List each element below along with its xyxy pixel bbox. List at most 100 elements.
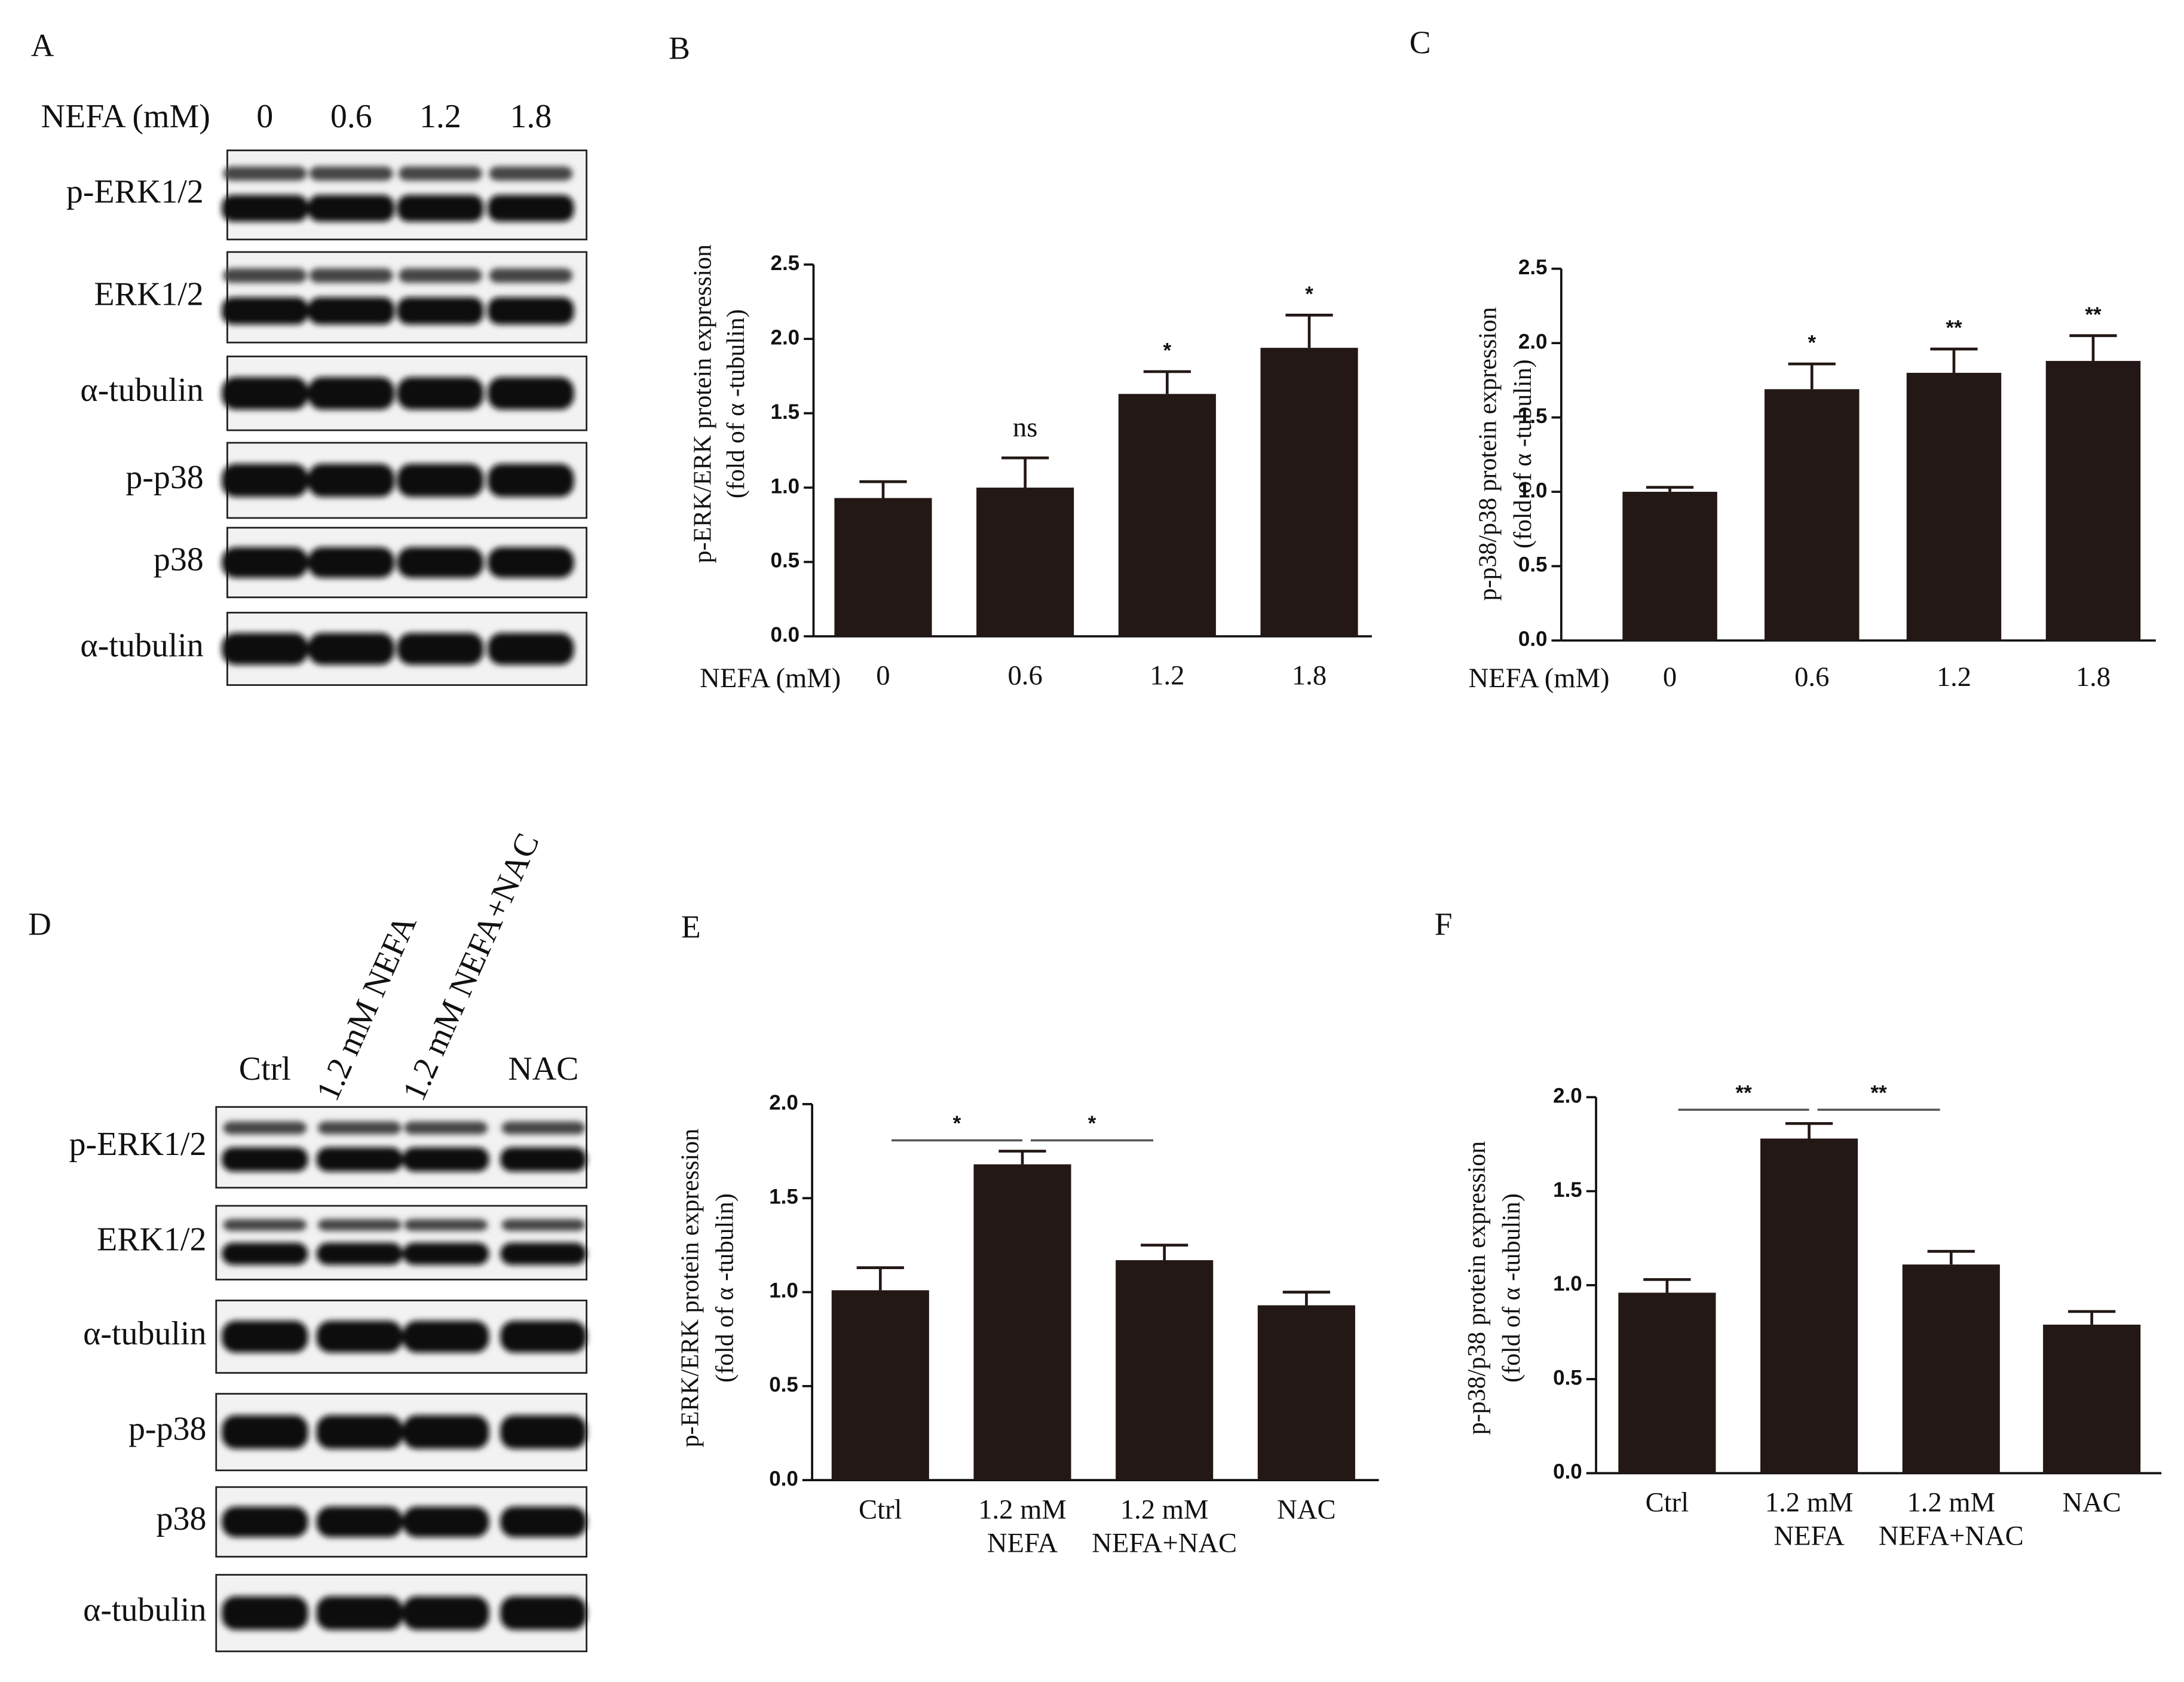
significance-label: * <box>1808 332 1816 355</box>
bar <box>831 1290 929 1481</box>
band <box>308 464 395 497</box>
blot-row-label: ERK1/2 <box>97 1221 206 1258</box>
band <box>308 195 395 222</box>
y-tick-label: 1.5 <box>1518 405 1548 428</box>
x-tick-label: 0.6 <box>1794 661 1829 693</box>
band <box>488 195 574 222</box>
bar <box>1765 389 1860 641</box>
blot-row-label: α-tubulin <box>80 627 203 664</box>
band <box>488 297 574 324</box>
band <box>223 268 307 283</box>
band <box>222 464 308 497</box>
y-axis-label: p-p38/p38 protein expression <box>1463 1141 1491 1435</box>
x-tick-label: NAC <box>2062 1487 2121 1518</box>
blot-bands <box>222 1596 587 1630</box>
comparison-label: ** <box>1735 1081 1752 1105</box>
blot-row-label: p-ERK1/2 <box>69 1126 207 1163</box>
y-tick-label: 2.5 <box>1518 256 1548 279</box>
band <box>399 166 482 181</box>
band <box>404 1121 488 1135</box>
band <box>488 547 574 578</box>
band <box>222 297 308 324</box>
blot-bands <box>222 464 574 497</box>
blot-bands <box>222 1506 587 1537</box>
band <box>501 1121 586 1135</box>
band <box>403 1147 489 1172</box>
blot-row-label: p-p38 <box>128 1411 206 1448</box>
bar <box>973 1164 1071 1481</box>
y-tick-label: 2.0 <box>1553 1084 1582 1108</box>
band <box>488 464 574 497</box>
band <box>222 377 308 410</box>
comparison-label: * <box>1088 1112 1096 1135</box>
band <box>403 1506 489 1537</box>
y-tick-label: 0.0 <box>771 623 800 647</box>
y-tick-label: 0.5 <box>1553 1366 1582 1389</box>
y-tick-label: 1.5 <box>771 400 800 424</box>
band <box>222 1415 308 1449</box>
band <box>403 1242 489 1265</box>
bar <box>1906 372 2002 641</box>
band <box>500 1596 587 1630</box>
blot-row-label: p-p38 <box>125 459 203 496</box>
band <box>222 1596 308 1630</box>
blot-bands <box>222 547 574 578</box>
band <box>316 1242 403 1265</box>
y-axis-label: (fold of α -tubulin) <box>712 1193 739 1383</box>
bar <box>1116 1260 1214 1481</box>
band <box>500 1242 587 1265</box>
x-tick-label: Ctrl <box>1646 1487 1689 1518</box>
x-tick-label: NEFA <box>1773 1521 1845 1552</box>
x-tick-label: 1.8 <box>1292 660 1327 691</box>
band <box>488 633 574 665</box>
bar <box>1118 394 1216 636</box>
x-tick-label: NEFA+NAC <box>1092 1527 1237 1558</box>
x-axis-label: NEFA (mM) <box>700 663 841 694</box>
blot-bands <box>222 1321 587 1353</box>
significance-label: * <box>1305 283 1313 306</box>
x-tick-label: NEFA <box>987 1527 1058 1558</box>
x-tick-label: 0 <box>1663 661 1677 693</box>
blot-bands <box>222 1121 587 1172</box>
y-axis-label: (fold of α -tubulin) <box>1498 1193 1526 1383</box>
lane-label: 1.8 <box>510 98 552 135</box>
y-tick-label: 0.5 <box>1518 553 1548 577</box>
y-tick-label: 1.5 <box>1553 1178 1582 1202</box>
blot-bands <box>222 377 574 410</box>
band <box>222 1242 308 1265</box>
band <box>488 377 574 410</box>
blot-row-label: α-tubulin <box>83 1315 206 1352</box>
x-tick-label: 1.2 <box>1937 661 1971 693</box>
comparison-label: ** <box>1871 1081 1888 1105</box>
x-tick-label: NAC <box>1277 1494 1335 1525</box>
band <box>308 547 395 578</box>
y-tick-label: 2.0 <box>771 326 800 349</box>
band <box>223 1121 307 1135</box>
band <box>500 1147 587 1172</box>
band <box>399 268 482 283</box>
bar <box>2043 1324 2141 1473</box>
x-tick-label: 1.2 <box>1150 660 1184 691</box>
blot-row-label: p38 <box>157 1500 207 1537</box>
band <box>397 633 484 665</box>
band <box>489 166 573 181</box>
band <box>222 1321 308 1353</box>
band <box>397 297 484 324</box>
band <box>222 633 308 665</box>
band <box>222 1147 308 1172</box>
band <box>404 1219 488 1231</box>
y-tick-label: 0.5 <box>769 1373 798 1396</box>
bar <box>1760 1138 1858 1473</box>
x-tick-label: 0 <box>876 660 890 691</box>
band <box>223 1219 307 1231</box>
y-tick-label: 1.0 <box>1518 479 1548 502</box>
significance-label: ns <box>1013 412 1037 443</box>
x-tick-label: 0.6 <box>1008 660 1043 691</box>
y-tick-label: 1.5 <box>769 1185 798 1208</box>
band <box>500 1321 587 1353</box>
band <box>403 1596 489 1630</box>
x-tick-label: 1.2 mM <box>978 1494 1067 1525</box>
significance-label: * <box>1163 339 1172 363</box>
x-tick-label: Ctrl <box>859 1494 902 1525</box>
blot-row-label: α-tubulin <box>80 372 203 409</box>
